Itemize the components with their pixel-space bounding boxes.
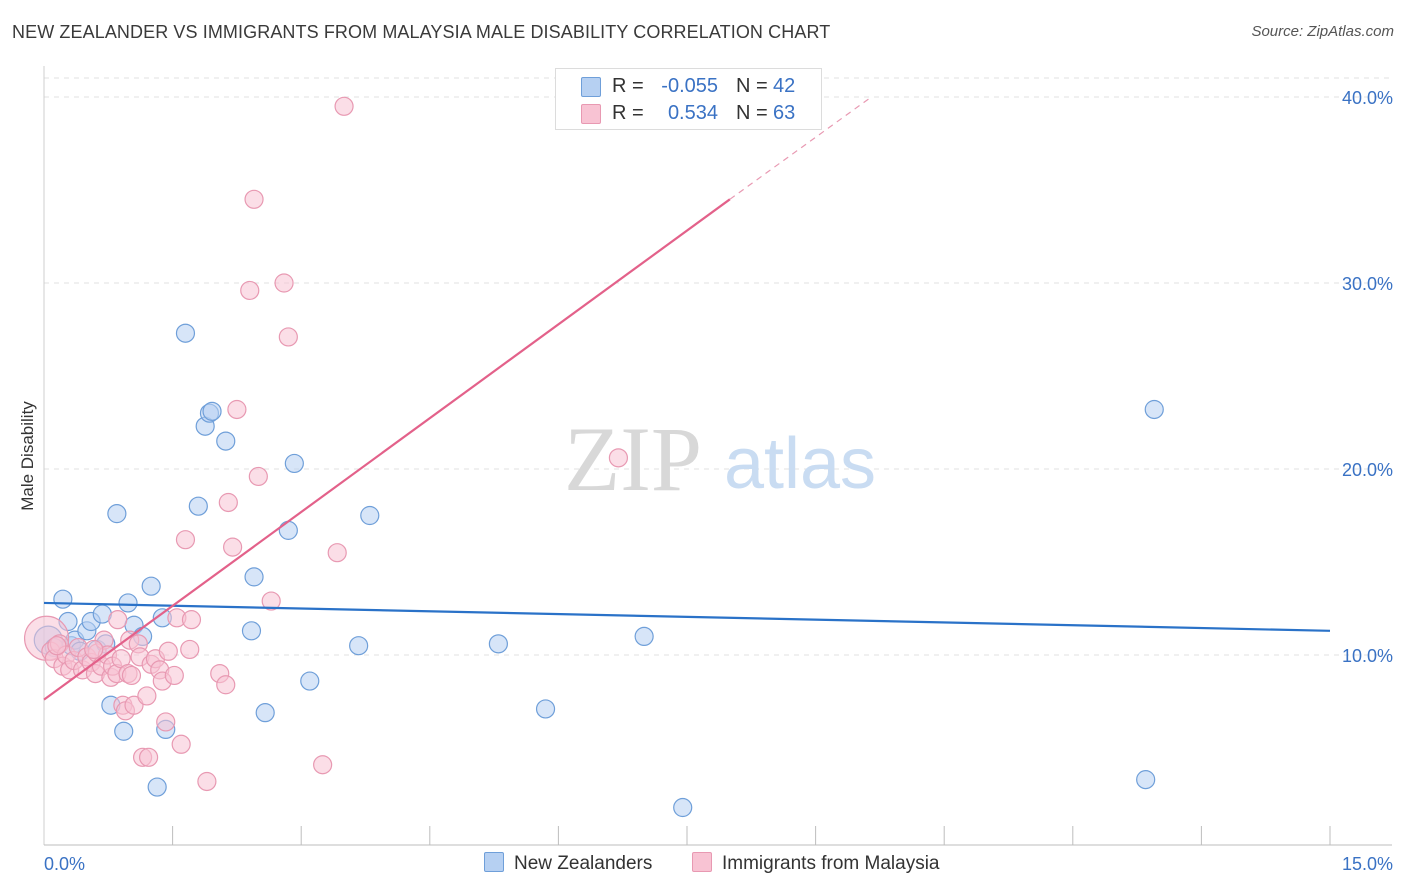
point-malaysia [180, 639, 200, 660]
point-malaysia [164, 665, 184, 686]
point-new-zealanders [175, 323, 196, 343]
point-malaysia [248, 466, 268, 487]
point-malaysia [108, 610, 128, 630]
legend-label: New Zealanders [514, 853, 653, 874]
y-tick-label: 20.0% [1342, 460, 1393, 480]
n-label: N = [736, 75, 768, 97]
point-malaysia [124, 695, 144, 715]
point-new-zealanders [488, 634, 508, 654]
point-new-zealanders [1144, 399, 1164, 420]
point-malaysia [121, 665, 142, 686]
point-new-zealanders [107, 504, 127, 524]
pink-swatch [581, 104, 601, 124]
point-new-zealanders [53, 589, 73, 609]
chart-title: NEW ZEALANDER VS IMMIGRANTS FROM MALAYSI… [12, 22, 831, 42]
point-malaysia [223, 537, 243, 557]
point-malaysia [175, 530, 196, 550]
point-new-zealanders [141, 576, 161, 596]
point-malaysia [327, 543, 347, 563]
y-tick-label: 10.0% [1342, 646, 1393, 666]
axis-layer: 10.0% 20.0% 30.0% 40.0% 0.0% 15.0% [43, 66, 1393, 874]
point-new-zealanders [188, 496, 208, 516]
trend-line-new-zealanders [43, 601, 1331, 632]
point-new-zealanders [114, 721, 134, 741]
point-malaysia [137, 686, 157, 706]
point-new-zealanders [1136, 770, 1156, 790]
x-tick-label: 0.0% [44, 854, 85, 874]
point-new-zealanders [349, 636, 369, 656]
legend-item-malaysia[interactable]: Immigrants from Malaysia [692, 852, 940, 875]
point-new-zealanders [255, 703, 275, 723]
n-value: 63 [773, 102, 796, 124]
point-malaysia [156, 712, 176, 732]
point-malaysia [227, 399, 247, 420]
point-new-zealanders [360, 505, 380, 526]
trend-layer [43, 96, 1331, 701]
point-malaysia [261, 591, 281, 611]
point-new-zealanders [241, 621, 262, 641]
watermark: ZIP atlas [564, 408, 876, 510]
point-new-zealanders [244, 567, 264, 587]
source-credit: Source: ZipAtlas.com [1251, 23, 1394, 40]
point-malaysia [278, 327, 298, 347]
trend-line-malaysia [43, 198, 731, 701]
point-new-zealanders [202, 401, 222, 421]
legend-row-new-zealanders: R = -0.055 N = 42 [556, 73, 821, 101]
pink-swatch [692, 852, 712, 872]
point-new-zealanders [147, 777, 167, 797]
blue-swatch [581, 77, 601, 97]
point-malaysia [240, 280, 260, 301]
point-new-zealanders [300, 671, 320, 691]
point-new-zealanders [535, 699, 556, 719]
y-tick-label: 40.0% [1342, 88, 1393, 108]
r-label: R = [612, 75, 644, 97]
point-malaysia [84, 639, 104, 660]
point-new-zealanders [278, 520, 298, 540]
point-malaysia [218, 492, 238, 513]
point-malaysia [138, 747, 159, 767]
n-value: 42 [773, 75, 796, 97]
x-tick-label: 15.0% [1342, 854, 1393, 874]
r-value: 0.534 [667, 102, 718, 124]
blue-swatch [484, 852, 504, 872]
legend-item-new-zealanders[interactable]: New Zealanders [484, 852, 652, 875]
trend-line-malaysia-extension [729, 96, 872, 200]
point-malaysia [608, 448, 629, 468]
grid-layer [44, 77, 1392, 656]
point-new-zealanders [634, 626, 654, 647]
point-malaysia [244, 189, 264, 209]
point-malaysia [334, 96, 354, 116]
point-new-zealanders [284, 453, 304, 474]
point-new-zealanders [216, 431, 236, 451]
point-malaysia [171, 734, 191, 754]
y-tick-label: 30.0% [1342, 274, 1393, 294]
r-label: R = [612, 102, 644, 124]
watermark-atlas: atlas [724, 424, 876, 504]
point-new-zealanders [673, 797, 693, 818]
point-new-zealanders [118, 593, 138, 613]
watermark-zip: ZIP [564, 408, 702, 510]
point-malaysia [274, 273, 294, 293]
point-malaysia [197, 771, 217, 792]
n-label: N = [736, 102, 768, 124]
points-layer [23, 96, 1164, 818]
legend-label: Immigrants from Malaysia [722, 853, 940, 874]
point-malaysia [47, 636, 67, 656]
point-malaysia [216, 675, 236, 695]
point-malaysia [158, 641, 178, 661]
point-malaysia [313, 755, 333, 775]
r-value: -0.055 [661, 75, 718, 97]
legend-row-malaysia: R = 0.534 N = 63 [556, 100, 821, 128]
point-malaysia [181, 610, 202, 630]
correlation-legend: R = -0.055 N = 42 R = 0.534 N = 63 [555, 68, 822, 130]
